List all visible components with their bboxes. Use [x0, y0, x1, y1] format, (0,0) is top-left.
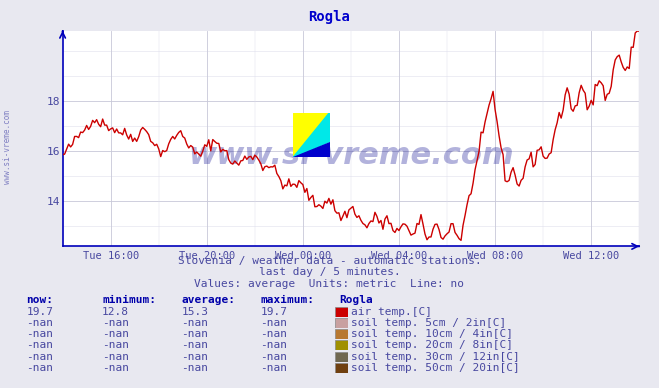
- Text: 12.8: 12.8: [102, 307, 129, 317]
- Text: -nan: -nan: [102, 329, 129, 339]
- Text: -nan: -nan: [260, 329, 287, 339]
- Text: soil temp. 50cm / 20in[C]: soil temp. 50cm / 20in[C]: [351, 363, 520, 373]
- Text: maximum:: maximum:: [260, 294, 314, 305]
- Text: Rogla: Rogla: [339, 294, 373, 305]
- Polygon shape: [293, 113, 330, 157]
- Text: 15.3: 15.3: [181, 307, 208, 317]
- Text: soil temp. 20cm / 8in[C]: soil temp. 20cm / 8in[C]: [351, 340, 513, 350]
- Text: Rogla: Rogla: [308, 10, 351, 24]
- Text: www.si-vreme.com: www.si-vreme.com: [3, 111, 13, 184]
- Text: -nan: -nan: [26, 352, 53, 362]
- Text: Slovenia / weather data - automatic stations.: Slovenia / weather data - automatic stat…: [178, 256, 481, 266]
- Text: -nan: -nan: [181, 340, 208, 350]
- Text: -nan: -nan: [26, 340, 53, 350]
- Text: last day / 5 minutes.: last day / 5 minutes.: [258, 267, 401, 277]
- Text: -nan: -nan: [102, 340, 129, 350]
- Text: -nan: -nan: [260, 352, 287, 362]
- Text: -nan: -nan: [181, 329, 208, 339]
- Text: Values: average  Units: metric  Line: no: Values: average Units: metric Line: no: [194, 279, 465, 289]
- Text: average:: average:: [181, 294, 235, 305]
- Text: www.si-vreme.com: www.si-vreme.com: [188, 142, 514, 170]
- Text: -nan: -nan: [181, 363, 208, 373]
- Text: -nan: -nan: [26, 363, 53, 373]
- Text: -nan: -nan: [102, 318, 129, 328]
- Text: air temp.[C]: air temp.[C]: [351, 307, 432, 317]
- Text: 19.7: 19.7: [26, 307, 53, 317]
- Text: -nan: -nan: [260, 363, 287, 373]
- Text: 19.7: 19.7: [260, 307, 287, 317]
- Text: -nan: -nan: [260, 318, 287, 328]
- Text: -nan: -nan: [102, 363, 129, 373]
- Text: soil temp. 30cm / 12in[C]: soil temp. 30cm / 12in[C]: [351, 352, 520, 362]
- Text: -nan: -nan: [26, 329, 53, 339]
- Text: -nan: -nan: [260, 340, 287, 350]
- Polygon shape: [293, 142, 330, 157]
- Text: minimum:: minimum:: [102, 294, 156, 305]
- Text: -nan: -nan: [181, 318, 208, 328]
- Polygon shape: [293, 113, 330, 157]
- Text: -nan: -nan: [26, 318, 53, 328]
- Text: -nan: -nan: [181, 352, 208, 362]
- Text: -nan: -nan: [102, 352, 129, 362]
- Text: soil temp. 10cm / 4in[C]: soil temp. 10cm / 4in[C]: [351, 329, 513, 339]
- Text: soil temp. 5cm / 2in[C]: soil temp. 5cm / 2in[C]: [351, 318, 507, 328]
- Text: now:: now:: [26, 294, 53, 305]
